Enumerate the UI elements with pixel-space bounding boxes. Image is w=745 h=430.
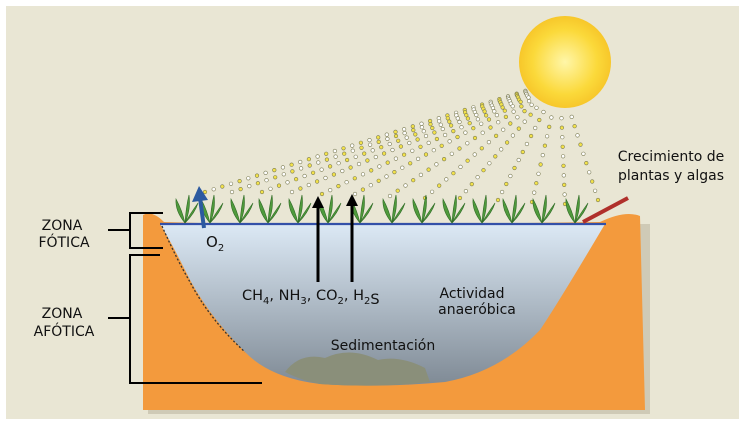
gas-formula-0: CH	[242, 288, 263, 304]
sun-ray-1	[229, 189, 235, 195]
gas-subscript-1: 3	[300, 296, 306, 307]
zone-brackets	[108, 212, 262, 384]
plants-and-algae	[175, 194, 589, 224]
gas-subscript-2: 2	[338, 296, 344, 307]
sedimentacion-label: Sedimentación	[331, 338, 436, 354]
gas-formula-3: H	[353, 288, 364, 304]
gas-subscript-3: 2	[364, 296, 370, 307]
gas-formula-2: CO	[316, 288, 338, 304]
plant-3	[258, 194, 282, 224]
plant-2	[230, 194, 254, 224]
sun-ray-9	[495, 197, 501, 203]
gas-formula-4: S	[370, 292, 379, 308]
plant-9	[442, 194, 466, 224]
sun-ray-0	[202, 189, 208, 195]
lake-water	[160, 224, 605, 386]
plant-12	[532, 194, 556, 224]
zona-afotica-label-line1: ZONA	[42, 306, 83, 322]
oxygen-arrow-head	[192, 186, 208, 202]
gas-formula-1: NH	[279, 288, 301, 304]
zona-fotica-label-line2: FÓTICA	[38, 233, 90, 251]
plant-4	[288, 194, 312, 224]
plant-0	[175, 194, 199, 224]
sun-ray-8	[457, 195, 463, 201]
sun	[519, 16, 611, 108]
plant-11	[502, 194, 526, 224]
plant-10	[472, 194, 496, 224]
sediment-mound	[285, 352, 430, 386]
actividad-label-line2: anaeróbica	[438, 302, 516, 318]
sun-ray-12	[595, 197, 601, 203]
oxygen-label: O2	[206, 233, 224, 254]
sun-ray-6	[387, 193, 393, 199]
plant-8	[412, 194, 436, 224]
crecimiento-label-line1: Crecimiento de	[618, 149, 724, 165]
zona-fotica-label-line1: ZONA	[42, 218, 83, 234]
crecimiento-label-line2: plantas y algas	[618, 168, 724, 184]
plant-13	[565, 194, 589, 224]
gases-label: CH4, NH3, CO2, H2S	[242, 288, 380, 308]
plant-1	[200, 194, 224, 224]
plant-7	[382, 194, 406, 224]
gas-subscript-0: 4	[263, 296, 269, 307]
zona-afotica-label-line2: AFÓTICA	[34, 322, 95, 340]
sun-ray-5	[352, 191, 358, 197]
sun-ray-3	[289, 189, 295, 195]
sun-ray-2	[259, 189, 265, 195]
actividad-label-line1: Actividad	[440, 286, 505, 302]
sun-ray-4	[319, 191, 325, 197]
plants-pointer-arrow	[582, 196, 629, 224]
sun-rays	[202, 88, 601, 207]
oxygen-arrow	[198, 197, 206, 229]
